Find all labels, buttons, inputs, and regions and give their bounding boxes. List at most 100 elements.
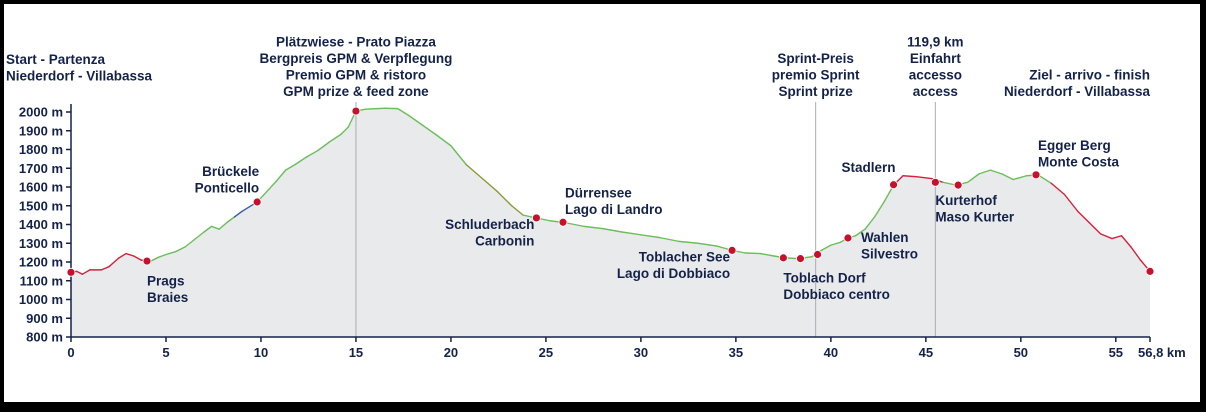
- waypoint-label: Ziel - arrivo - finish: [1029, 68, 1150, 83]
- y-tick-label: 1500 m: [19, 198, 63, 213]
- waypoint-marker: [558, 217, 568, 227]
- profile-segment: [265, 180, 277, 193]
- profile-segment: [81, 269, 91, 275]
- x-tick-label: 55: [1109, 345, 1123, 360]
- x-tick-label: 15: [349, 345, 363, 360]
- profile-segment: [108, 257, 120, 268]
- profile-segment: [117, 252, 127, 259]
- profile-segment: [165, 250, 177, 256]
- waypoint-label: Braies: [147, 290, 188, 305]
- waypoint-label: Dobbiaco centro: [783, 287, 890, 302]
- x-tick-label: 40: [824, 345, 838, 360]
- x-tick-label: 50: [1014, 345, 1028, 360]
- y-tick-label: 1900 m: [19, 123, 63, 138]
- profile-segment: [275, 169, 287, 183]
- waypoint-label: Niederdorf - Villabassa: [6, 69, 153, 84]
- profile-segment: [1077, 210, 1090, 224]
- profile-segment: [435, 133, 452, 147]
- y-tick-label: 1800 m: [19, 142, 63, 157]
- profile-segment: [150, 256, 160, 262]
- profile-segment: [480, 176, 498, 192]
- waypoint-label: Lago di Dobbiaco: [617, 266, 730, 281]
- x-tick-label: 30: [634, 345, 648, 360]
- waypoint-marker: [351, 106, 361, 116]
- waypoint-label: Einfahrt: [910, 51, 962, 66]
- profile-segment: [294, 156, 308, 166]
- profile-segment: [659, 236, 680, 243]
- waypoint-label: Sprint prize: [779, 84, 854, 99]
- profile-segment: [830, 241, 842, 246]
- profile-segment: [511, 205, 524, 216]
- waypoint-label: 119,9 km: [907, 35, 963, 50]
- waypoint-label: Toblacher See: [639, 249, 731, 264]
- waypoint-label: Egger Berg: [1038, 138, 1111, 153]
- waypoint-label: Carbonin: [475, 233, 534, 248]
- waypoint-marker: [796, 254, 805, 264]
- y-tick-label: 2000 m: [19, 105, 63, 120]
- waypoint-label: Schluderbach: [445, 217, 534, 232]
- profile-segment: [210, 225, 220, 230]
- waypoint-label: Silvestro: [861, 247, 918, 262]
- profile-segment: [157, 253, 167, 259]
- profile-segment: [184, 238, 196, 248]
- profile-segment: [564, 221, 585, 228]
- waypoint-marker: [843, 233, 853, 243]
- x-tick-label: 56,8 km: [1138, 345, 1186, 360]
- x-tick-label: 20: [444, 345, 458, 360]
- waypoint-label: Niederdorf - Villabassa: [1004, 84, 1151, 99]
- profile-segment: [364, 107, 386, 110]
- waypoint-label: Lago di Landro: [565, 202, 663, 217]
- profile-segment: [978, 169, 992, 175]
- profile-segment: [284, 163, 296, 171]
- waypoint-marker: [813, 250, 822, 259]
- profile-segment: [873, 201, 885, 218]
- profile-segment: [697, 242, 718, 247]
- profile-segment: [583, 225, 604, 230]
- waypoint-label: GPM prize & feed zone: [283, 84, 429, 99]
- profile-segment: [174, 246, 186, 253]
- profile-segment: [602, 227, 623, 233]
- waypoint-label: Premio GPM & ristoro: [286, 68, 426, 83]
- x-tick-label: 10: [254, 345, 268, 360]
- profile-segment: [1063, 193, 1079, 213]
- waypoint-marker: [727, 245, 737, 255]
- profile-segment: [421, 124, 437, 136]
- profile-segment: [1088, 221, 1102, 235]
- waypoint-marker: [930, 177, 940, 187]
- profile-segment: [1001, 173, 1014, 181]
- waypoint-label: Wahlen: [861, 230, 909, 245]
- waypoint-label: Plätzwiese - Prato Piazza: [276, 35, 436, 50]
- profile-segment: [915, 175, 933, 180]
- profile-segment: [241, 205, 251, 213]
- y-tick-label: 1400 m: [19, 217, 63, 232]
- profile-segment: [495, 190, 513, 207]
- profile-segment: [328, 133, 342, 143]
- profile-segment: [864, 216, 876, 230]
- waypoint-label: Toblach Dorf: [783, 271, 866, 286]
- waypoint-marker: [532, 213, 541, 223]
- y-tick-label: 1600 m: [19, 180, 63, 195]
- y-tick-label: 1200 m: [19, 255, 63, 270]
- waypoint-label: Start - Partenza: [6, 52, 106, 67]
- chart-frame: 800 m 900 m 1000 m 1100 m 1200 m 1300 m 1400 m…: [4, 4, 1200, 402]
- profile-segment: [397, 107, 410, 117]
- profile-segment: [408, 115, 424, 126]
- profile-segment: [125, 252, 135, 257]
- waypoint-marker: [953, 180, 963, 190]
- waypoint-label: premio Sprint: [772, 68, 860, 83]
- waypoint-label: Prags: [147, 274, 185, 289]
- profile-segment: [621, 231, 642, 236]
- waypoint-marker: [66, 267, 76, 277]
- y-tick-label: 1000 m: [19, 292, 63, 307]
- profile-segment: [678, 240, 699, 244]
- profile-segment: [820, 244, 832, 252]
- profile-segment: [218, 221, 228, 230]
- profile-segment: [902, 175, 918, 178]
- waypoint-marker: [142, 256, 152, 266]
- waypoint-label: Stadlern: [842, 160, 896, 175]
- profile-segment: [317, 141, 331, 152]
- profile-segment: [1130, 246, 1142, 261]
- y-tick-label: 800 m: [26, 330, 63, 345]
- profile-segment: [465, 163, 483, 179]
- profile-segment: [75, 270, 84, 275]
